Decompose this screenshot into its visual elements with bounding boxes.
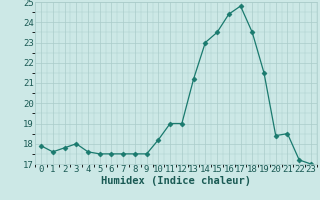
X-axis label: Humidex (Indice chaleur): Humidex (Indice chaleur)	[101, 176, 251, 186]
